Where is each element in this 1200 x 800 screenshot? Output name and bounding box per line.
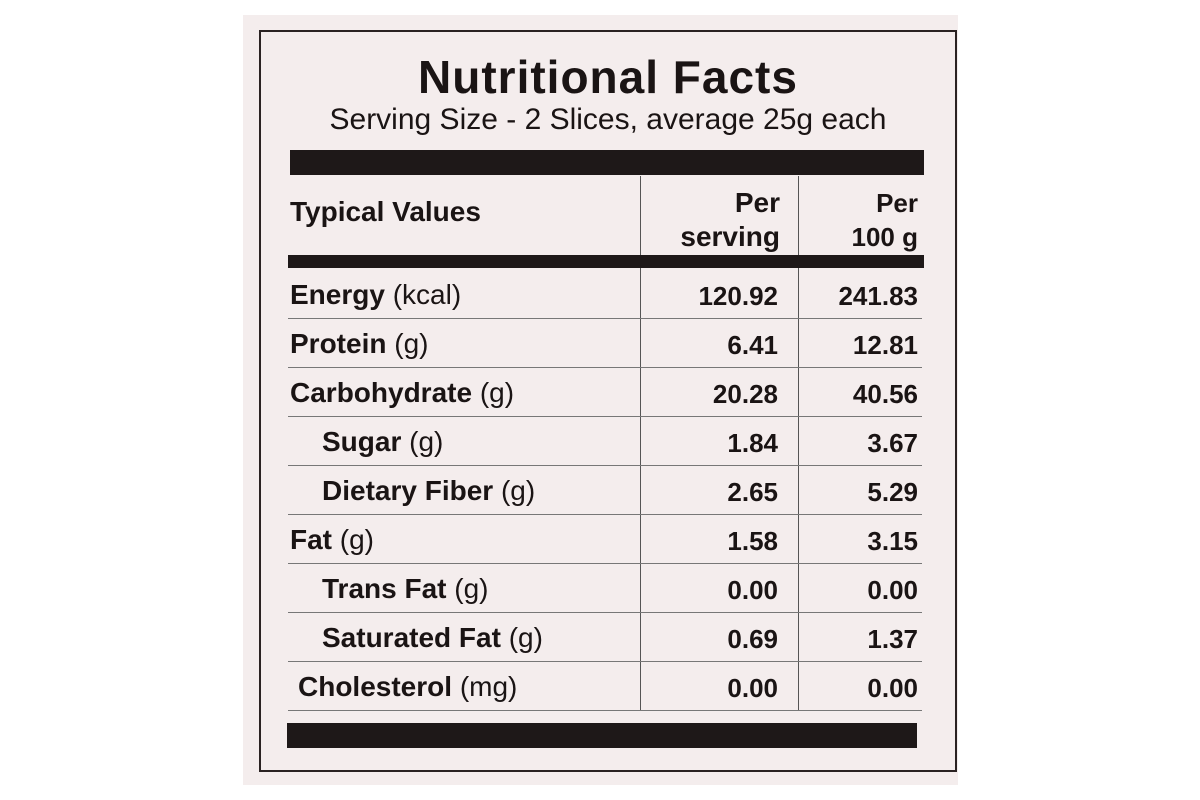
divider-bar <box>290 150 924 175</box>
row-line <box>288 465 922 466</box>
unit: (g) <box>394 328 429 359</box>
row: Protein (g) 6.41 12.81 <box>288 319 922 368</box>
divider-bar <box>288 255 924 268</box>
nutrient: Dietary Fiber (g) <box>322 475 535 507</box>
row-line <box>288 514 922 515</box>
row-line <box>288 612 922 613</box>
nutrient-name: Saturated Fat <box>322 622 501 653</box>
per-serving: 2.65 <box>727 477 778 507</box>
unit: (g) <box>479 377 515 408</box>
column-header: Typical Values <box>290 196 481 227</box>
header-line: 100 g <box>851 222 919 252</box>
row-line <box>288 318 922 319</box>
nutrient: Sugar (g) <box>322 426 443 458</box>
row: Dietary Fiber (g) 2.65 5.29 <box>288 466 922 515</box>
nutrient-name: Dietary Fiber <box>322 475 494 506</box>
per-serving: 0.69 <box>727 624 778 654</box>
nutrient: Saturated Fat (g) <box>322 622 543 654</box>
per-serving: 0.00 <box>727 673 778 703</box>
nutrient: Energy (kcal) <box>290 279 461 311</box>
label-border <box>259 30 957 772</box>
column-divider <box>640 176 641 710</box>
per-serving: 0.00 <box>727 575 778 605</box>
column-header: Per serving <box>640 186 780 254</box>
unit: (kcal) <box>392 279 462 310</box>
per-serving: 20.28 <box>712 379 778 409</box>
column-divider <box>798 176 799 710</box>
unit: (g) <box>500 475 536 506</box>
per-100g: 0.00 <box>867 673 918 703</box>
header-line: serving <box>680 221 780 252</box>
per-serving: 6.41 <box>727 330 778 360</box>
header-line: Per <box>876 188 918 218</box>
title: Nutritional Facts <box>418 51 798 103</box>
row-line <box>288 416 922 417</box>
nutrient: Fat (g) <box>290 524 374 556</box>
per-100g: 241.83 <box>838 281 918 311</box>
row: Energy (kcal) 120.92 241.83 <box>288 270 922 319</box>
row: Trans Fat (g) 0.00 0.00 <box>288 564 922 613</box>
nutrient-name: Carbohydrate <box>290 377 473 408</box>
unit: (g) <box>508 622 543 653</box>
per-100g: 1.37 <box>867 624 918 654</box>
per-serving: 1.58 <box>727 526 778 556</box>
row-line <box>288 661 922 662</box>
row: Cholesterol (mg) 0.00 0.00 <box>288 662 922 711</box>
divider-bar <box>287 723 917 748</box>
nutrient: Cholesterol (mg) <box>298 671 517 703</box>
per-100g: 12.81 <box>852 330 918 360</box>
row: Sugar (g) 1.84 3.67 <box>288 417 922 466</box>
nutrient: Carbohydrate (g) <box>290 377 514 409</box>
nutrient-name: Trans Fat <box>322 573 447 604</box>
nutrient: Trans Fat (g) <box>322 573 489 605</box>
row-line <box>288 367 922 368</box>
row-line <box>288 710 922 711</box>
nutrient-name: Fat <box>290 524 332 555</box>
nutrient: Protein (g) <box>290 328 428 360</box>
column-header: Per 100 g <box>798 186 919 254</box>
nutrient-name: Energy <box>290 279 385 310</box>
per-100g: 5.29 <box>867 477 918 507</box>
row: Saturated Fat (g) 0.69 1.37 <box>288 613 922 662</box>
unit: (g) <box>339 524 375 555</box>
label-background <box>243 15 958 785</box>
nutrient-name: Sugar <box>322 426 402 457</box>
per-100g: 40.56 <box>852 379 918 409</box>
per-100g: 3.15 <box>867 526 918 556</box>
row: Fat (g) 1.58 3.15 <box>288 515 922 564</box>
per-100g: 3.67 <box>867 428 918 458</box>
unit: (g) <box>454 573 489 604</box>
unit: (mg) <box>459 671 518 702</box>
header-line: Per <box>734 187 780 218</box>
nutrient-name: Cholesterol <box>298 671 453 702</box>
serving-size: Serving Size - 2 Slices, average 25g eac… <box>329 103 887 136</box>
row: Carbohydrate (g) 20.28 40.56 <box>288 368 922 417</box>
per-serving: 1.84 <box>727 428 778 458</box>
unit: (g) <box>409 426 444 457</box>
per-serving: 120.92 <box>698 281 778 311</box>
row-line <box>288 563 922 564</box>
per-100g: 0.00 <box>867 575 918 605</box>
nutrient-name: Protein <box>290 328 387 359</box>
